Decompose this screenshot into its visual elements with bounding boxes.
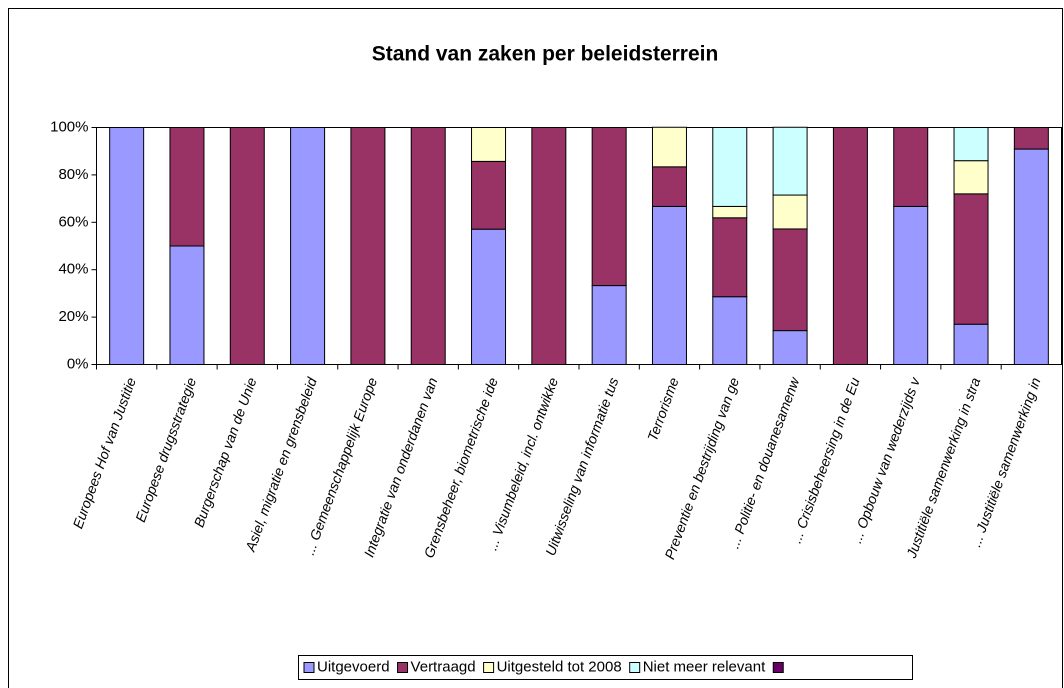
bar-segment	[531, 127, 567, 365]
bar-segment	[893, 205, 929, 365]
legend-swatch	[303, 662, 315, 673]
bar-segment	[290, 127, 326, 365]
bar-segment	[772, 330, 808, 366]
bar-segment	[471, 228, 507, 365]
bar-segment	[350, 127, 386, 365]
bar-segment	[229, 127, 265, 365]
legend-swatch	[397, 662, 409, 673]
bar-segment	[1013, 148, 1049, 365]
bar-segment	[169, 245, 205, 365]
bar-segment	[893, 127, 929, 207]
bar-segment	[471, 160, 507, 230]
bar-segment	[712, 296, 748, 365]
y-tick-label: 80%	[58, 166, 88, 183]
bar-segment	[772, 228, 808, 332]
y-tick-label: 20%	[58, 308, 88, 325]
bar-segment	[651, 126, 687, 168]
legend-label: Vertraagd	[411, 658, 476, 675]
bar-segment	[109, 127, 145, 365]
legend-label: Niet meer relevant	[643, 658, 766, 675]
y-tick-label: 40%	[58, 261, 88, 278]
bar-segment	[953, 127, 989, 162]
chart-title: Stand van zaken per beleidsterrein	[372, 43, 719, 66]
bar-segment	[712, 205, 748, 219]
bar-segment	[591, 127, 627, 287]
bar-segment	[712, 127, 748, 207]
bar-segment	[772, 126, 808, 196]
bar-segment	[712, 217, 748, 298]
y-tick-label: 0%	[67, 355, 89, 372]
bar-segment	[953, 193, 989, 325]
legend-swatch	[772, 662, 784, 673]
bar-segment	[832, 127, 868, 365]
legend-label: Uitgesteld tot 2008	[497, 658, 622, 675]
bar-segment	[410, 127, 446, 365]
bar-segment	[471, 127, 507, 162]
bar-segment	[1013, 127, 1049, 150]
bar-segment	[953, 323, 989, 365]
y-tick-label: 60%	[58, 213, 88, 230]
bar-segment	[953, 160, 989, 195]
bar-segment	[651, 205, 687, 365]
y-tick-label: 100%	[50, 118, 88, 135]
bar-segment	[651, 166, 687, 207]
legend-swatch	[483, 662, 495, 673]
legend-swatch	[629, 662, 641, 673]
bar-segment	[169, 127, 205, 247]
legend-label: Uitgevoerd	[317, 658, 390, 675]
bar-segment	[591, 285, 627, 366]
bar-segment	[772, 194, 808, 230]
